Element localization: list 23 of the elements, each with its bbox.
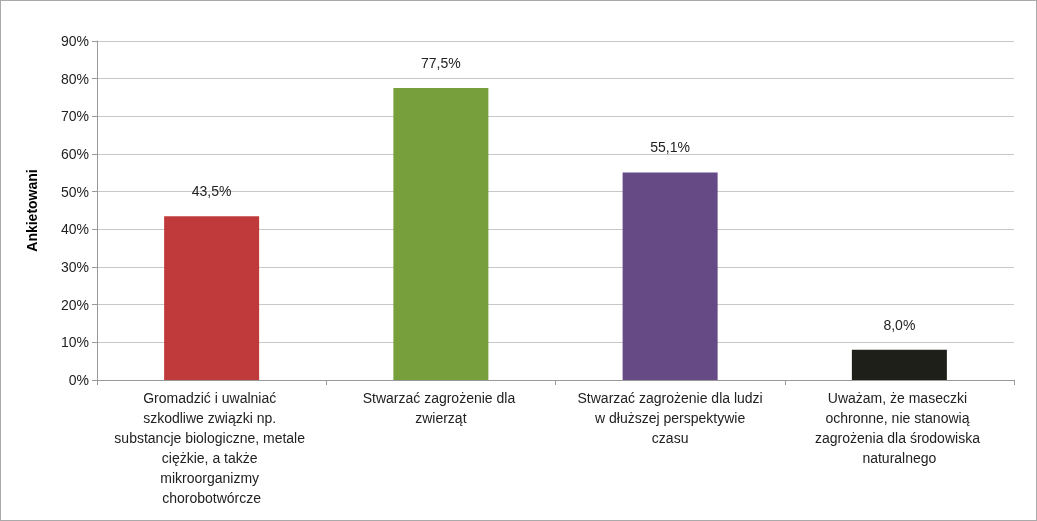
y-tick-label: 60% — [60, 146, 89, 162]
bar — [851, 349, 947, 380]
x-tick-label: Stwarzać zagrożenie dla zwierząt — [362, 390, 520, 426]
y-axis-title: Ankietowani — [24, 169, 40, 252]
x-tick-label: Stwarzać zagrożenie dla ludzi w dłuższej perspektywie czasu — [577, 390, 763, 446]
data-label: 43,5% — [191, 183, 232, 200]
y-tick-label: 80% — [60, 70, 89, 87]
x-tick-label: Uważam, że maseczki ochronne, nie stanowią zagrożenia dla środowiska naturalnego — [814, 390, 984, 466]
y-tick-label: 30% — [60, 259, 89, 275]
y-tick-label: 40% — [60, 221, 89, 238]
bar — [393, 88, 489, 380]
y-tick-label: 10% — [60, 334, 89, 351]
y-tick-label: 20% — [60, 296, 89, 313]
bar — [622, 172, 718, 380]
data-label: 77,5% — [421, 55, 461, 72]
y-tick-label: 70% — [60, 108, 89, 125]
y-tick-label: 50% — [60, 183, 89, 200]
data-label: 55,1% — [650, 139, 690, 156]
bar — [164, 216, 260, 380]
y-tick-label: 90% — [60, 33, 89, 49]
x-tick-label: Gromadzić i uwalniać szkodliwe związki np. substancje biologiczne, metale ciężkie, a także mikroorganizmy chorobotwórcze — [114, 390, 309, 506]
y-tick-label: 0% — [68, 372, 89, 388]
data-label: 8,0% — [883, 316, 916, 333]
